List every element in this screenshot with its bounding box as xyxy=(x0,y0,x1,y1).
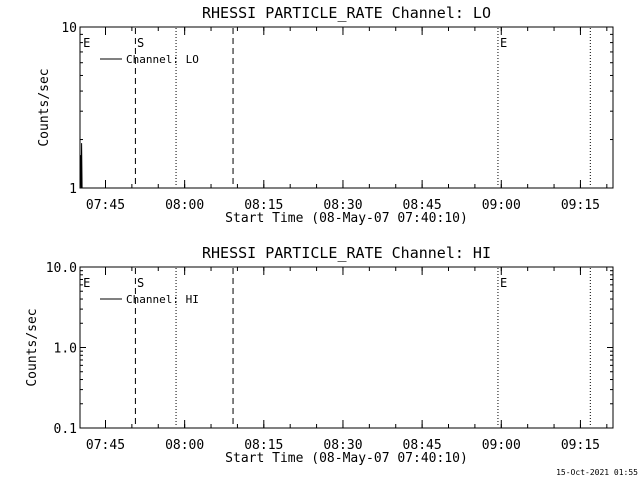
panel-1-series-line xyxy=(79,143,83,189)
panel-2-event-marker: E xyxy=(500,276,507,290)
panel-2-y-tick-label: 1.0 xyxy=(54,342,77,357)
panel-1-x-tick-label: 09:15 xyxy=(561,198,600,213)
panel-1-x-axis-label: Start Time (08-May-07 07:40:10) xyxy=(225,211,468,226)
panel-1-x-tick-label: 09:00 xyxy=(482,198,521,213)
panel-1-y-axis-label: Counts/sec xyxy=(37,68,52,146)
panel-1-event-marker: E xyxy=(500,36,507,50)
panel-2-x-axis-label: Start Time (08-May-07 07:40:10) xyxy=(225,451,468,466)
panel-1-x-tick-label: 08:15 xyxy=(244,198,283,213)
panel-2-x-tick-label: 08:45 xyxy=(403,438,442,453)
panel-1-event-marker: E xyxy=(83,36,90,50)
panel-2-event-marker: E xyxy=(83,276,90,290)
panel-1-legend-label: Channel: LO xyxy=(126,53,199,66)
panel-2-title: RHESSI PARTICLE_RATE Channel: HI xyxy=(202,244,491,262)
panel-2-x-tick-label: 08:00 xyxy=(165,438,204,453)
panel-2-y-axis-label: Counts/sec xyxy=(25,308,40,386)
panel-2-plot-frame xyxy=(79,266,614,429)
panel-1-x-tick-label: 08:45 xyxy=(403,198,442,213)
panel-1-x-tick-label: 07:45 xyxy=(86,198,125,213)
panel-1-event-marker: S xyxy=(137,36,144,50)
panel-2-x-tick-label: 07:45 xyxy=(86,438,125,453)
panel-1-x-tick-label: 08:30 xyxy=(323,198,362,213)
panel-2-x-tick-label: 08:15 xyxy=(244,438,283,453)
panel-1-plot-frame xyxy=(79,26,614,189)
panel-2-x-tick-label: 08:30 xyxy=(323,438,362,453)
panel-2-event-marker: S xyxy=(137,276,144,290)
panel-1-y-tick-label: 10 xyxy=(61,21,77,36)
panel-2-x-tick-label: 09:00 xyxy=(482,438,521,453)
panel-1-title: RHESSI PARTICLE_RATE Channel: LO xyxy=(202,4,491,22)
panel-1-x-tick-label: 08:00 xyxy=(165,198,204,213)
timestamp-label: 15-Oct-2021 01:55 xyxy=(556,468,638,477)
panel-2-legend-label: Channel: HI xyxy=(126,293,199,306)
panel-1-y-tick-label: 1 xyxy=(69,182,77,197)
panel-2-x-tick-label: 09:15 xyxy=(561,438,600,453)
panel-2-y-tick-label: 10.0 xyxy=(46,261,77,276)
panel-2-y-tick-label: 0.1 xyxy=(54,422,77,437)
